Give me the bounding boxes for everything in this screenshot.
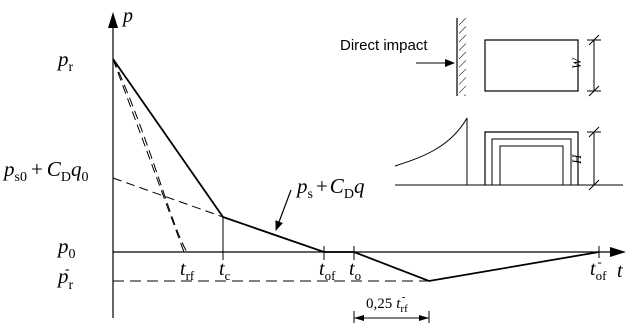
label-p0: p0 — [56, 234, 76, 262]
y-axis — [108, 12, 118, 318]
building-outer — [484, 131, 579, 185]
building-inner-2 — [499, 145, 564, 185]
inset-plan-view — [416, 18, 601, 97]
stagnation-line — [112, 177, 224, 218]
inset-elevation-view — [394, 117, 623, 191]
label-t-of-neg: tof- — [590, 254, 607, 283]
x-axis — [113, 247, 626, 257]
label-width-w: W — [569, 57, 584, 69]
building-plan-rect — [484, 39, 579, 92]
label-t-c: tc — [219, 258, 231, 283]
label-height-h: H — [569, 154, 584, 165]
interval-marker — [353, 311, 430, 323]
label-ps-cd-q: ps +CDq — [295, 174, 365, 202]
label-direct-impact: Direct impact — [340, 37, 428, 54]
annotation-leader-arrow — [275, 189, 292, 231]
label-ps0-cd-q0: ps0 + CDq0 — [2, 157, 88, 185]
x-axis-label: t — [617, 260, 623, 282]
label-t-o: to — [349, 258, 361, 283]
label-p-r: pr — [56, 47, 74, 75]
reflected-decay-curve — [112, 58, 188, 253]
reflected-decay-line — [112, 58, 185, 253]
label-t-of: tof — [319, 258, 336, 283]
label-p-r-neg: pr- — [56, 262, 74, 293]
y-axis-label: p — [121, 5, 133, 27]
building-inner — [491, 138, 572, 185]
label-t-rf: trf — [180, 258, 195, 283]
pressure-curve — [112, 58, 600, 282]
blast-wave-curve — [394, 117, 468, 167]
label-interval: 0,25 trf- — [366, 291, 408, 315]
